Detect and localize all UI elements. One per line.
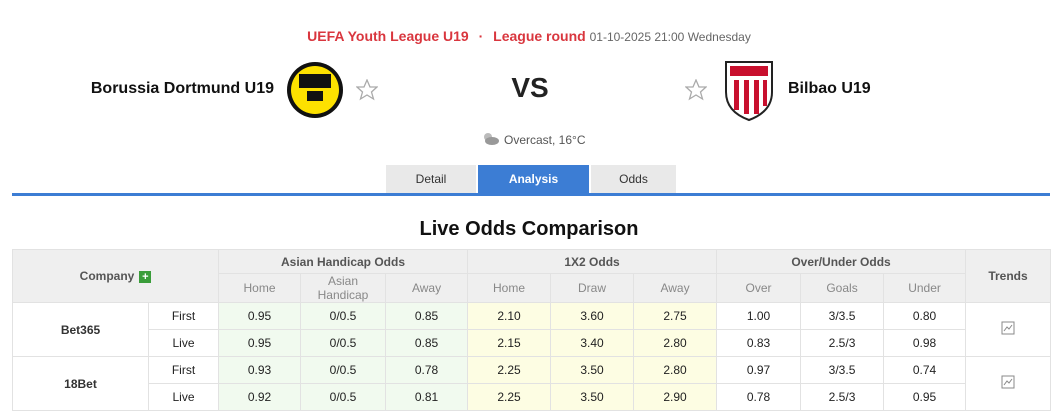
subheader-row: Home Asian Handicap Away Home Draw Away Over Go… [13,273,1051,303]
odds-value: 0.83 [716,329,802,357]
trends-cell [965,356,1052,411]
odds-value: 3.60 [550,302,635,330]
odds-value: 2.5/3 [800,329,885,357]
odds-value: 2.25 [467,383,552,411]
tab[interactable]: Detail [386,165,476,194]
weather: Overcast, 16°C [504,133,586,147]
odds-value: 0.93 [218,356,301,384]
odds-value: 0.95 [883,383,967,411]
subheader: Under [883,273,967,303]
odds-value: 1.00 [716,302,802,330]
odds-row: Bet365 First 0.95 0/0.5 0.85 2.10 3.60 2.75 1.00… [12,302,1052,357]
odds-value: 0.78 [716,383,802,411]
odds-value: 0.85 [384,302,469,330]
match-header: UEFA Youth League U19 · League round 01-… [0,28,1058,44]
odds-row: Live 0.95 0/0.5 0.85 2.15 3.40 2.80 0.83 2.5/3 0.… [13,329,1051,357]
odds-value: 0/0.5 [300,356,386,384]
odds-value: 3/3.5 [800,356,885,384]
odds-value: 0.97 [716,356,802,384]
competition: UEFA Youth League U19 [307,28,469,44]
datetime: 01-10-2025 21:00 Wednesday [589,30,751,44]
odds-type: Live [148,383,219,411]
odds-value: 0.95 [218,302,301,330]
tab-active[interactable]: Analysis [478,165,589,194]
home-team: Borussia Dortmund U19 [90,80,274,97]
odds-value: 0/0.5 [300,383,386,411]
section-title: Live Odds Comparison [419,218,639,240]
group-header: 1X2 Odds [467,249,718,274]
odds-value: 0/0.5 [300,302,386,330]
header-row: Company + Asian Handicap Odds 1X2 Odds Over/… [12,249,1052,303]
group-header: Over/Under Odds [716,249,967,274]
favorite-star[interactable] [685,79,707,101]
odds-row: Live 0.92 0/0.5 0.81 2.25 3.50 2.90 0.78 2.5/3 0.… [13,383,1051,411]
subheader: Home [467,273,552,303]
odds-type: First [148,302,219,330]
company-name: 18Bet [12,356,149,411]
odds-value: 2.10 [467,302,552,330]
odds-value: 2.75 [633,302,718,330]
weather-icon [484,133,499,145]
odds-value: 0.81 [384,383,469,411]
trends-header: Trends [965,249,1052,303]
odds-value: 3.40 [550,329,635,357]
odds-value: 2.80 [633,329,718,357]
odds-value: 2.90 [633,383,718,411]
subheader: Away [384,273,469,303]
odds-table: Company + Asian Handicap Odds 1X2 Odds Over/… [12,249,1052,411]
subheader: Asian Handicap [300,273,386,303]
odds-value: 3/3.5 [800,302,885,330]
odds-value: 2.15 [467,329,552,357]
odds-value: 0.80 [883,302,967,330]
company-label: Company [79,269,135,283]
odds-type: Live [148,329,219,357]
company-header: Company + [12,249,219,303]
odds-type: First [148,356,219,384]
odds-value: 2.80 [633,356,718,384]
odds-value: 2.5/3 [800,383,885,411]
odds-value: 0.74 [883,356,967,384]
round: League round [493,28,586,44]
odds-row: 18Bet First 0.93 0/0.5 0.78 2.25 3.50 2.80 0.97 3… [12,356,1052,411]
odds-value: 0.92 [218,383,301,411]
away-team: Bilbao U19 [788,80,871,97]
add-company[interactable]: + [139,270,152,283]
trends-icon[interactable] [1001,375,1015,389]
odds-value: 3.50 [550,356,635,384]
subheader: Over [716,273,802,303]
subheader: Draw [550,273,635,303]
away-logo [725,61,773,122]
odds-value: 0.95 [218,329,301,357]
tab[interactable]: Odds [591,165,676,194]
odds-value: 0.98 [883,329,967,357]
odds-value: 3.50 [550,383,635,411]
subheader: Home [218,273,301,303]
separator: · [478,28,484,44]
vs: VS [511,72,549,103]
company-name: Bet365 [12,302,149,357]
subheader: Away [633,273,718,303]
home-logo [287,62,343,118]
subheader: Goals [800,273,885,303]
favorite-star[interactable] [356,79,378,101]
odds-value: 0.85 [384,329,469,357]
trends-cell [965,302,1052,357]
trends-icon[interactable] [1001,321,1015,335]
group-header: Asian Handicap Odds [217,249,469,274]
odds-value: 2.25 [467,356,552,384]
tab-underline [12,193,1050,196]
odds-value: 0/0.5 [300,329,386,357]
odds-value: 0.78 [384,356,469,384]
